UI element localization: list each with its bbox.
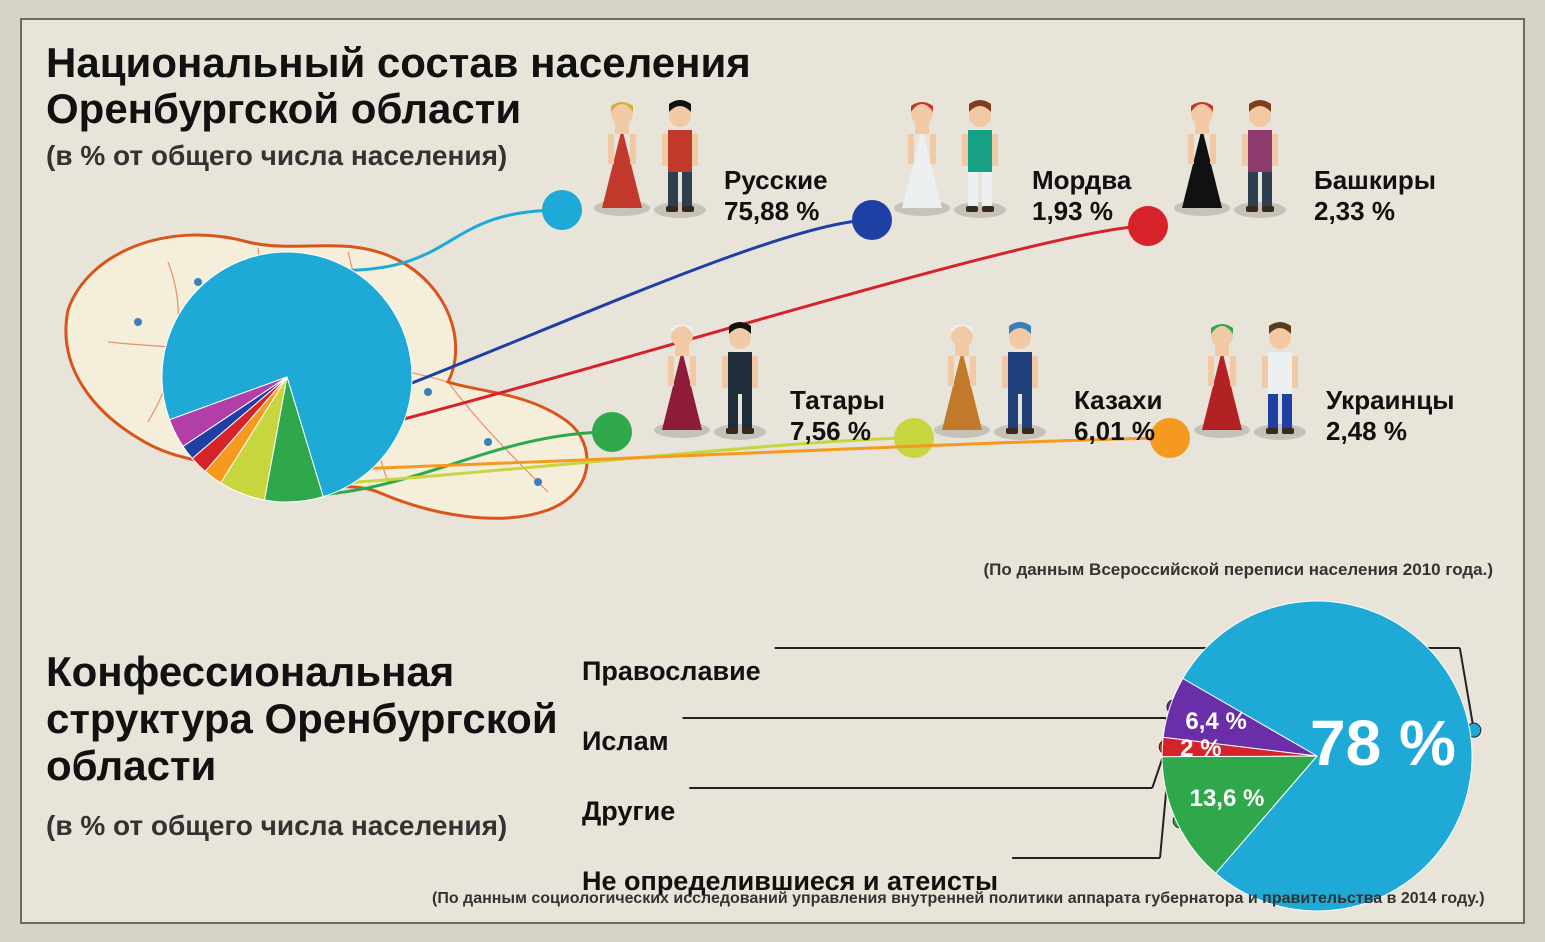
ethnic-group-russians: Русские75,88 % [582, 90, 722, 220]
section2-subtitle: (в % от общего числа населения) [46, 810, 507, 842]
title1-line1: Национальный состав населения [46, 39, 751, 86]
religion-legend-label: Православие [582, 656, 761, 687]
people-illustration [1182, 312, 1322, 442]
people-illustration [922, 312, 1062, 442]
people-illustration [582, 90, 722, 220]
ethnic-pct: 2,33 % [1314, 196, 1436, 227]
ethnic-group-bashkirs: Башкиры2,33 % [1162, 90, 1302, 220]
religion-legend-islam: Ислам [582, 726, 1142, 757]
title1-line2: Оренбургской области [46, 85, 521, 132]
religion-legend-other: Другие [582, 796, 1142, 827]
ethnic-label: Казахи6,01 % [1074, 385, 1162, 447]
religion-legend-label: Другие [582, 796, 675, 827]
ethnic-label: Мордва1,93 % [1032, 165, 1131, 227]
ethnic-group-tatars: Татары7,56 % [642, 312, 782, 442]
infographic-frame: Национальный состав населения Оренбургск… [20, 18, 1525, 924]
religion-legend-orthodox: Православие [582, 656, 1142, 687]
section2-source: (По данным социологических исследований … [432, 890, 1493, 908]
ethnic-pie [152, 242, 422, 512]
ethnic-pct: 7,56 % [790, 416, 885, 447]
ethnic-name: Башкиры [1314, 165, 1436, 196]
ethnic-name: Мордва [1032, 165, 1131, 196]
ethnic-pct: 75,88 % [724, 196, 828, 227]
ethnic-pct: 6,01 % [1074, 416, 1162, 447]
ethnic-group-mordva: Мордва1,93 % [882, 90, 1022, 220]
religion-slice-label-none: 6,4 % [1185, 708, 1246, 736]
religion-slice-label-islam: 13,6 % [1190, 785, 1265, 813]
ethnic-label: Татары7,56 % [790, 385, 885, 447]
religion-legend-label: Ислам [582, 726, 669, 757]
religion-slice-label-other: 2 % [1180, 735, 1221, 763]
section1-source: (По данным Всероссийской переписи населе… [983, 560, 1493, 580]
ethnic-name: Татары [790, 385, 885, 416]
ethnic-group-ukrainians: Украинцы2,48 % [1182, 312, 1322, 442]
ethnic-name: Русские [724, 165, 828, 196]
ethnic-name: Украинцы [1326, 385, 1454, 416]
section1-subtitle: (в % от общего числа населения) [46, 140, 507, 172]
ethnic-label: Украинцы2,48 % [1326, 385, 1454, 447]
title2-line1: Конфессиональная [46, 648, 454, 695]
ethnic-pct: 1,93 % [1032, 196, 1131, 227]
section2-title: Конфессиональная структура Оренбургской … [46, 648, 558, 789]
ethnic-label: Русские75,88 % [724, 165, 828, 227]
title2-line3: области [46, 742, 216, 789]
religion-slice-label-orthodox: 78 % [1310, 706, 1456, 780]
people-illustration [1162, 90, 1302, 220]
people-illustration [882, 90, 1022, 220]
ethnic-name: Казахи [1074, 385, 1162, 416]
ethnic-group-kazakhs: Казахи6,01 % [922, 312, 1062, 442]
ethnic-label: Башкиры2,33 % [1314, 165, 1436, 227]
ethnic-pct: 2,48 % [1326, 416, 1454, 447]
title2-line2: структура Оренбургской [46, 695, 558, 742]
people-illustration [642, 312, 782, 442]
